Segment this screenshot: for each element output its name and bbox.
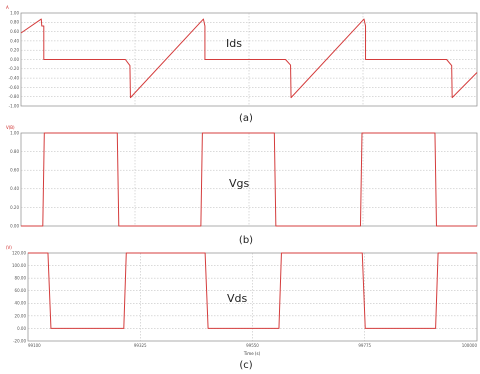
panel-vds-y-tick-label: 60.00 (15, 288, 27, 293)
panel-vgs-annotation: Vgs (229, 177, 250, 190)
panel-ids-y-tick-label: -0.60 (9, 85, 20, 90)
panel-vds-waveform-line (28, 252, 477, 329)
panel-ids-y-tick-label: 0.20 (10, 48, 19, 53)
panel-vgs-y-tick-label: 1.00 (10, 130, 19, 135)
panel-vds-y-tick-label: 100.00 (12, 263, 26, 268)
panel-vds-x-axis-label: Time (s) (243, 351, 261, 356)
panel-ids-y-tick-label: 0.00 (10, 57, 19, 62)
panel-ids-y-tick-label: -0.80 (9, 94, 20, 99)
panel-vds-annotation: Vds (227, 292, 248, 305)
panel-vds-caption: (c) (239, 360, 252, 371)
panel-vgs-y-tick-label: 0.60 (10, 168, 19, 173)
panel-vgs-waveform-line (21, 132, 477, 227)
panel-ids-y-tick-label: 1.00 (10, 10, 19, 15)
panel-vgs-y-tick-label: 0.20 (10, 205, 19, 210)
panel-ids-y-tick-label: -1.00 (9, 103, 20, 108)
panel-ids-y-tick-label: -0.20 (9, 66, 20, 71)
panel-vgs-y-tick-label: 0.80 (10, 149, 19, 154)
panel-vds-y-tick-label: 20.00 (15, 313, 27, 318)
panel-ids-y-tick-label: 0.40 (10, 38, 19, 43)
panel-vds-x-tick-label: 99325 (134, 343, 147, 348)
panel-ids: 1.00 0.80 0.60 0.40 0.20 0.00 -0.20 -0.40 -0.60 -… (6, 5, 478, 124)
panel-vgs-unit-label: V(B) (6, 125, 15, 130)
panel-vgs-grid (21, 133, 477, 226)
panel-vds-x-tick-label: 100000 (462, 343, 478, 348)
panel-vds-x-tick-label: 99100 (28, 343, 41, 348)
panel-ids-y-tick-label: 0.80 (10, 20, 19, 25)
panel-vgs-caption: (b) (239, 235, 253, 246)
panel-vds-x-tick-label: 99775 (358, 343, 371, 348)
panel-ids-waveform-line (20, 18, 478, 99)
panel-ids-caption: (a) (239, 113, 253, 124)
panel-vds-y-tick-label: 40.00 (15, 301, 27, 306)
panel-vgs-y-tick-label: 0.00 (10, 223, 19, 228)
panel-vds-y-tick-label: -20.00 (13, 338, 26, 343)
panel-vgs: 1.00 0.80 0.60 0.40 0.20 0.00 V(B) Vgs (b) (6, 125, 478, 246)
panel-ids-ticks: 1.00 0.80 0.60 0.40 0.20 0.00 -0.20 -0.40 -0.60 -… (9, 10, 20, 108)
panel-vgs-ticks: 1.00 0.80 0.60 0.40 0.20 0.00 (10, 130, 19, 228)
panel-vds-x-tick-label: 99550 (246, 343, 259, 348)
panel-vds-y-tick-label: 80.00 (15, 276, 27, 281)
panel-ids-trace (20, 18, 478, 99)
panel-vds-grid (28, 253, 477, 341)
panel-ids-unit-label: A (6, 5, 9, 10)
panel-ids-y-tick-label: -0.40 (9, 76, 20, 81)
panel-vds-y-tick-label: 120.00 (12, 250, 26, 255)
panel-vgs-y-tick-label: 0.40 (10, 186, 19, 191)
panel-ids-y-tick-label: 0.60 (10, 29, 19, 34)
panel-vgs-trace (21, 132, 477, 227)
panel-vds-ticks: 120.00 100.00 80.00 60.00 40.00 20.00 0.00 -20.… (12, 250, 477, 348)
panel-ids-annotation: Ids (226, 37, 242, 50)
panel-vds: 120.00 100.00 80.00 60.00 40.00 20.00 0.00 -20.… (6, 245, 477, 371)
panel-vds-trace (28, 252, 477, 329)
panel-vds-unit-label: (V) (6, 245, 12, 250)
panel-vds-y-tick-label: 0.00 (17, 326, 26, 331)
